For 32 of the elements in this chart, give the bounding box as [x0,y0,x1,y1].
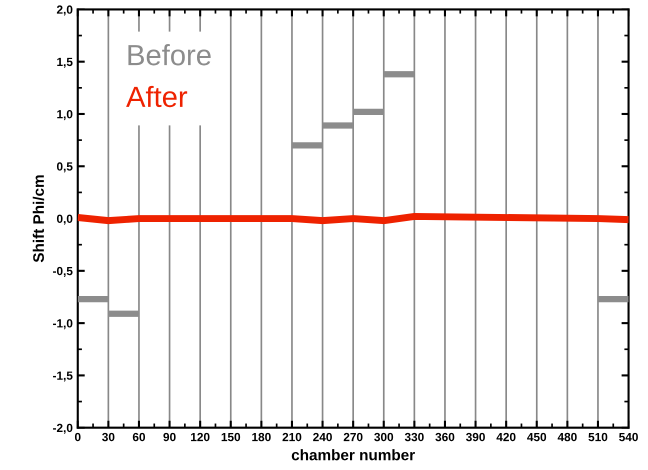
x-tick-label: 180 [252,432,271,442]
y-axis-title: Shift Phi/cm [32,175,44,262]
x-tick-label: 0 [74,432,81,442]
y-tick-label: 0,0 [56,214,72,225]
x-tick-label: 330 [404,432,424,442]
x-tick-label: 120 [191,432,210,442]
x-tick-label: 60 [132,432,146,442]
x-tick-label: 450 [527,432,546,442]
x-tick-label: 270 [344,432,363,442]
y-tick-label: -0,5 [53,266,73,277]
x-tick-label: 390 [466,432,485,442]
y-tick-label: 0,5 [56,162,73,172]
y-tick-label: -1,0 [53,319,72,330]
x-tick-label: 420 [496,432,516,442]
y-tick-label: 2,0 [56,5,72,16]
x-tick-label: 150 [222,432,240,442]
text: After [126,86,188,108]
x-axis-title: chamber number [292,449,415,460]
x-tick-label: 210 [282,432,302,442]
y-tick-label: -2,0 [53,424,72,434]
y-tick-label: -1,5 [53,372,73,382]
x-tick-label: 510 [588,432,608,442]
x-tick-label: 540 [619,432,638,442]
y-tick-label: 1,0 [57,110,72,120]
text: Before [128,44,211,66]
x-tick-label: 90 [163,432,176,442]
x-tick-label: 30 [102,432,114,442]
x-tick-label: 240 [313,432,332,442]
x-tick-label: 480 [558,432,577,442]
y-tick-label: 1,5 [57,58,73,68]
x-tick-label: 300 [374,432,394,442]
x-tick-label: 360 [435,432,454,442]
